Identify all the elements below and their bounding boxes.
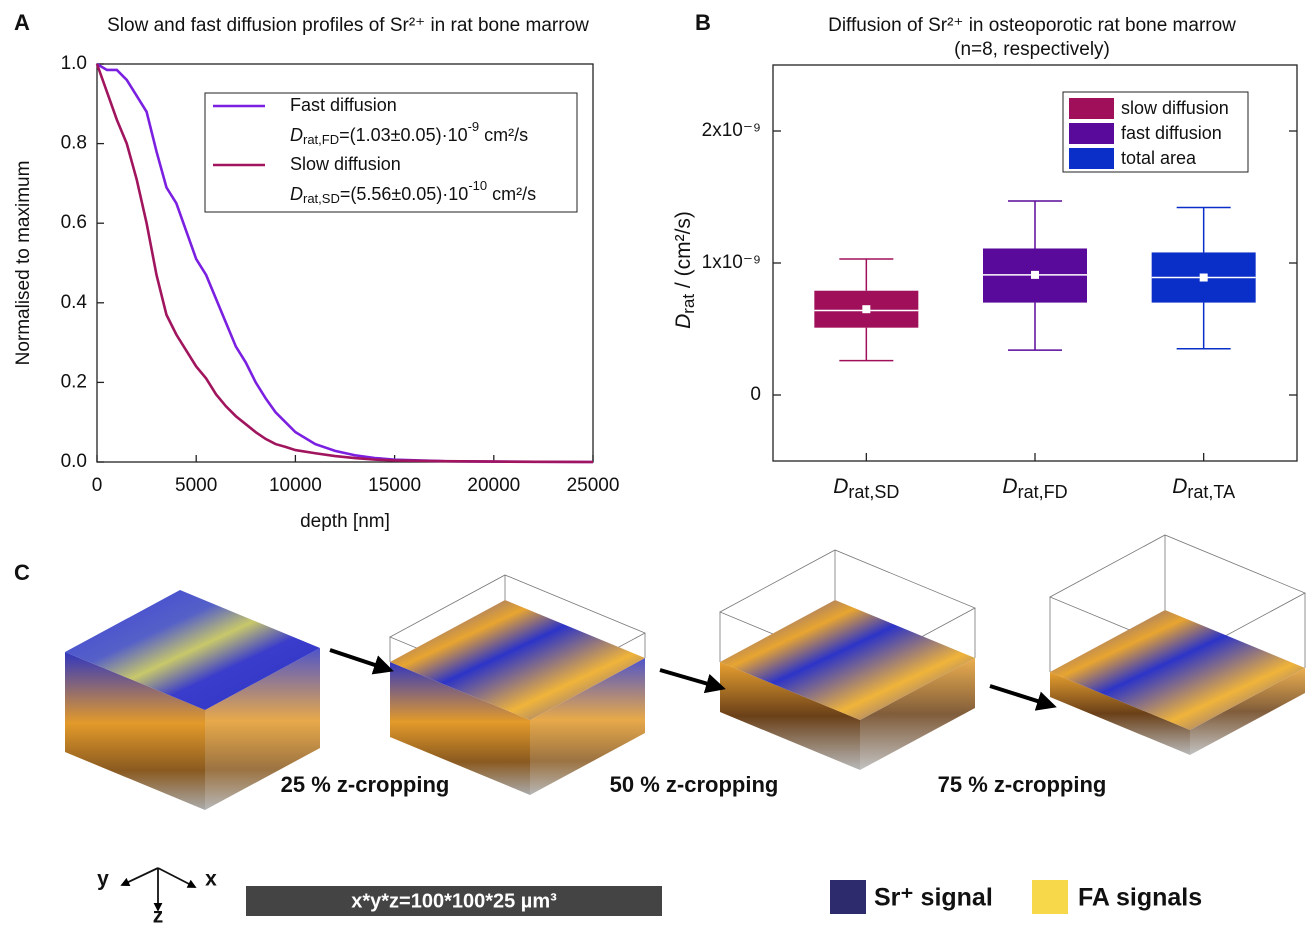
text: =(1.03±0.05)·10 (339, 125, 467, 145)
scale-bar-label: x*y*z=100*100*25 µm³ (351, 890, 557, 912)
legend-swatch (1032, 880, 1068, 914)
mean (1031, 270, 1039, 279)
legend-annotation: Drat,FD=(1.03±0.05)·10-9 cm²/s (290, 119, 528, 147)
cube-top (720, 600, 975, 720)
cube-side (530, 658, 645, 795)
x-tick-label: 20000 (467, 475, 520, 496)
x-tick-label: 0 (92, 475, 103, 496)
cube-side (1050, 672, 1190, 755)
subscript: rat,FD (303, 132, 339, 147)
cube-top (65, 590, 320, 710)
legend-swatch (1069, 123, 1114, 144)
subscript: rat,SD (303, 191, 340, 206)
chart-title: Slow and fast diffusion profiles of Sr²⁺… (107, 15, 589, 36)
y-tick-label: 0.6 (61, 212, 87, 233)
cube-side (390, 662, 530, 795)
symbol: D (290, 184, 303, 204)
y-tick-label: 1.0 (61, 53, 87, 74)
x-tick-label: 15000 (368, 475, 421, 496)
triad-label: y (97, 868, 109, 891)
legend-box (204, 92, 578, 213)
x-tick-label: 10000 (269, 475, 322, 496)
legend-label: Fast diffusion (290, 95, 397, 115)
y-tick-label: 1x10⁻⁹ (702, 252, 761, 273)
y-tick-label: 0 (750, 384, 761, 405)
y-tick-label: 0.8 (61, 133, 87, 154)
cube-side (720, 662, 860, 770)
x-tick-label: 5000 (175, 475, 217, 496)
cube-top (1050, 610, 1305, 730)
mean (1199, 273, 1208, 282)
y-axis-label: Normalised to maximum (13, 161, 34, 366)
legend-label: Slow diffusion (290, 154, 401, 174)
legend-label: FA signals (1078, 884, 1202, 912)
superscript: -9 (468, 119, 480, 134)
superscript: -10 (468, 178, 487, 193)
y-tick-label: 0.2 (61, 371, 87, 392)
unit: cm²/s (487, 184, 536, 204)
legend-annotation: Drat,SD=(5.56±0.05)·10-10 cm²/s (290, 178, 536, 206)
legend-swatch (830, 880, 866, 914)
x-tick-label: 25000 (567, 475, 620, 496)
y-axis-label: Drat / (cm²/s) (672, 211, 699, 329)
arrow (659, 668, 726, 694)
cube-top (390, 600, 645, 720)
plot-frame (96, 63, 594, 463)
triad-axis (157, 867, 197, 888)
arrow (989, 684, 1057, 711)
cube-side (860, 658, 975, 770)
cube-side (1190, 668, 1305, 755)
panel-label: A (14, 10, 30, 35)
x-tick-label: Drat,SD (833, 475, 899, 502)
x-tick-label: Drat,FD (1002, 475, 1067, 502)
series-line (96, 62, 594, 464)
cube-side (205, 648, 320, 810)
y-tick-label: 0.0 (61, 451, 87, 472)
unit: cm²/s (479, 125, 528, 145)
cube-side (65, 652, 205, 810)
chart-subtitle: (n=8, respectively) (954, 39, 1110, 60)
x-tick-label: Drat,TA (1172, 475, 1235, 502)
panel-label: C (14, 560, 30, 585)
text: =(5.56±0.05)·10 (340, 184, 468, 204)
y-tick-label: 2x10⁻⁹ (702, 120, 761, 141)
arrow (329, 648, 394, 675)
mean (862, 305, 871, 314)
legend-swatch (1069, 148, 1114, 169)
chart-title: Diffusion of Sr²⁺ in osteoporotic rat bo… (828, 15, 1236, 36)
cropping-label: 50 % z-cropping (610, 772, 779, 797)
legend-swatch (1069, 98, 1114, 119)
cropping-label: 25 % z-cropping (281, 772, 450, 797)
cropping-label: 75 % z-cropping (938, 772, 1107, 797)
legend-label: total area (1121, 148, 1197, 168)
scale-bar (246, 886, 662, 916)
legend-label: fast diffusion (1121, 123, 1222, 143)
triad-axis (120, 867, 159, 886)
legend-label: Sr⁺ signal (874, 884, 993, 912)
symbol: D (290, 125, 303, 145)
series-line (95, 63, 594, 464)
x-axis-label: depth [nm] (300, 511, 390, 532)
y-tick-label: 0.4 (61, 292, 88, 313)
triad-label: x (205, 868, 217, 891)
triad-label: z (153, 905, 164, 926)
panel-label: B (695, 10, 711, 35)
legend-label: slow diffusion (1121, 98, 1229, 118)
